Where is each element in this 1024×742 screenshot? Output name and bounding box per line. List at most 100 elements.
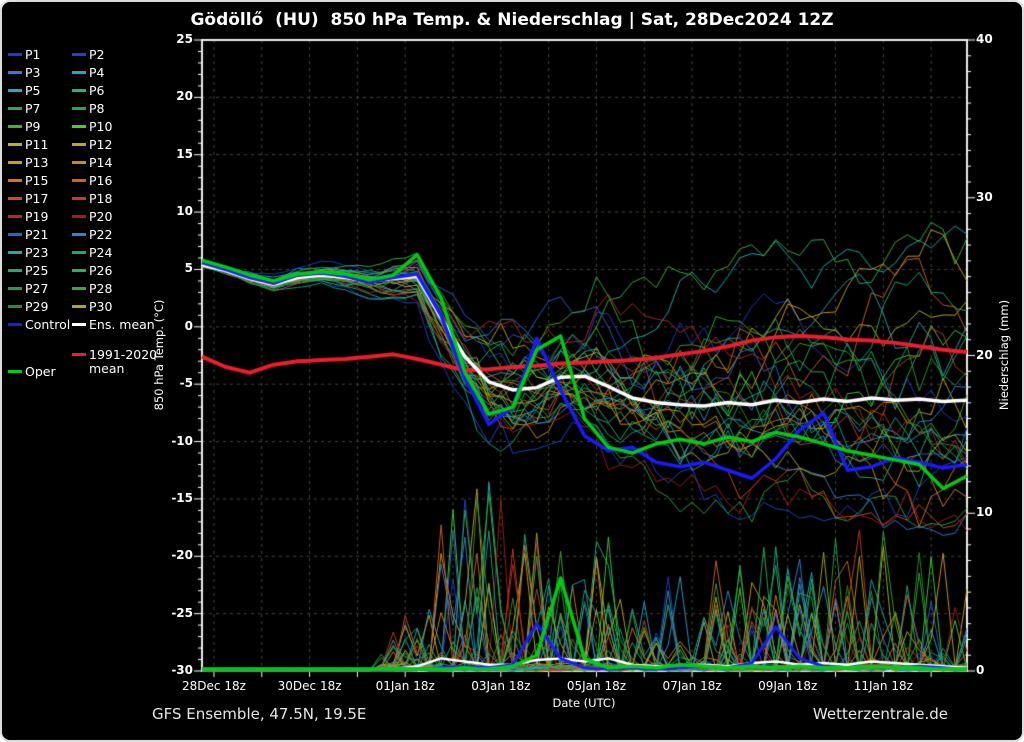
- legend-item-p15-label: P15: [25, 172, 49, 188]
- date-tick-label-246: 07Jan 18z: [662, 679, 722, 693]
- temp-tick-label-20: 20: [176, 89, 193, 104]
- legend-item-p7-label: P7: [25, 100, 41, 116]
- legend-item-p30: P30: [72, 298, 113, 314]
- legend-item-p11: P11: [8, 136, 49, 152]
- legend-item-p24: P24: [72, 244, 113, 260]
- legend-item-p8-swatch: [72, 106, 86, 110]
- legend-item-p25-swatch: [8, 268, 22, 272]
- temp-tick-label-0: 0: [184, 318, 193, 333]
- legend-item-p18: P18: [72, 191, 112, 206]
- legend-item-p23-label: P23: [25, 244, 49, 260]
- legend-item-p5-swatch: [8, 88, 22, 92]
- legend-item-p5-label: P5: [25, 82, 41, 98]
- temp-tick-label-25: 25: [176, 32, 193, 46]
- temp-tick-label-5: 5: [184, 261, 193, 276]
- legend-item-p19: P19: [8, 208, 49, 224]
- legend-item-p3: P3: [8, 64, 41, 80]
- legend-item-p3-label: P3: [25, 64, 41, 80]
- legend-item-p8: P8: [72, 100, 105, 116]
- legend-item-p14: P14: [72, 154, 113, 170]
- legend-item-p16-swatch: [72, 178, 86, 182]
- date-tick-label-102: 01Jan 18z: [375, 679, 435, 693]
- legend-item-p12-label: P12: [89, 136, 113, 152]
- legend-item-p10-swatch: [72, 124, 86, 128]
- legend-item-p16: P16: [72, 172, 113, 188]
- legend-item-p28-swatch: [72, 286, 86, 290]
- chart-title: Gödöllő (HU) 850 hPa Temp. & Niederschla…: [190, 10, 834, 30]
- legend-item-p13-swatch: [8, 160, 22, 164]
- legend-item-p8-label: P8: [89, 100, 105, 116]
- legend-item-p15-swatch: [8, 178, 22, 182]
- legend-item-p13: P13: [8, 155, 48, 170]
- legend-item-p19-label: P19: [25, 208, 49, 224]
- legend-item-p20-label: P20: [89, 208, 113, 224]
- legend: P1 P2 P3 P4 P5 P6 P7 P8 P9 P10 P11 P12 P13 P14 P15 P16 P…: [2, 2, 192, 740]
- legend-item-ens-mean-label: Ens. mean: [89, 316, 155, 332]
- temp-tick-label-15: 15: [176, 146, 193, 161]
- precip-tick-label-30: 30: [976, 189, 993, 204]
- legend-item-p29-swatch: [8, 304, 22, 308]
- legend-item-p6-swatch: [72, 88, 86, 92]
- legend-item-p29-label: P29: [25, 298, 49, 314]
- legend-item-p27-swatch: [8, 286, 22, 290]
- legend-item-oper: Oper: [8, 363, 56, 379]
- legend-item-p11-label: P11: [25, 136, 49, 152]
- legend-item-p24-label: P24: [89, 244, 113, 260]
- legend-item-p7-swatch: [8, 106, 22, 110]
- temp-tick-label--30: -30: [171, 663, 193, 677]
- legend-item-p26-label: P26: [89, 262, 113, 278]
- legend-item-ens-mean-swatch: [72, 322, 86, 326]
- legend-item-p11-swatch: [8, 142, 22, 146]
- legend-item-p6-label: P6: [89, 82, 105, 98]
- legend-item-p26-swatch: [72, 268, 86, 272]
- legend-item-p6: P6: [72, 82, 105, 98]
- precip-tick-label-40: 40: [976, 32, 993, 46]
- legend-item-climate-mean: 1991-2020 mean: [72, 348, 157, 376]
- legend-item-p22: P22: [72, 226, 113, 242]
- legend-item-p19-swatch: [8, 214, 22, 218]
- legend-item-p1-label: P1: [25, 46, 41, 62]
- temp-axis-title: 850 hPa Temp. (°C): [152, 299, 166, 411]
- temp-tick-label-10: 10: [176, 204, 193, 219]
- legend-item-p22-swatch: [72, 232, 86, 236]
- footer-site: Wetterzentrale.de: [812, 705, 948, 723]
- legend-item-p21: P21: [8, 227, 48, 242]
- legend-item-control: Control: [8, 317, 70, 332]
- legend-item-p20-swatch: [72, 214, 86, 218]
- legend-item-p25-label: P25: [25, 262, 49, 278]
- temp-tick-label--20: -20: [171, 548, 193, 563]
- legend-item-p9: P9: [8, 119, 41, 134]
- footer-model-info: GFS Ensemble, 47.5N, 19.5E: [152, 705, 367, 723]
- legend-item-p2: P2: [72, 47, 105, 62]
- precip-tick-label-0: 0: [976, 663, 985, 677]
- legend-item-p1-swatch: [8, 52, 22, 56]
- legend-item-p30-label: P30: [89, 298, 113, 314]
- legend-item-p17-label: P17: [25, 190, 49, 206]
- legend-item-oper-label: Oper: [25, 363, 56, 379]
- legend-item-p23-swatch: [8, 250, 22, 254]
- temp-tick-label--15: -15: [171, 490, 193, 505]
- temp-tick-label--5: -5: [179, 376, 193, 391]
- legend-item-p4-swatch: [72, 70, 86, 74]
- legend-item-p22-label: P22: [89, 226, 113, 242]
- legend-item-p20: P20: [72, 208, 113, 224]
- legend-item-p18-swatch: [72, 196, 86, 200]
- legend-item-p25: P25: [8, 262, 49, 278]
- legend-item-p7: P7: [8, 100, 41, 116]
- date-tick-label-54: 30Dec 18z: [277, 679, 342, 693]
- legend-item-p28: P28: [72, 280, 113, 296]
- legend-item-p27: P27: [8, 281, 48, 296]
- legend-item-p3-swatch: [8, 70, 22, 74]
- legend-item-p14-label: P14: [89, 154, 113, 170]
- legend-item-p2-swatch: [72, 52, 86, 56]
- legend-item-p12-swatch: [72, 142, 86, 146]
- date-tick-label-198: 05Jan 18z: [566, 679, 627, 693]
- legend-item-climate-mean-swatch: [72, 353, 86, 356]
- date-tick-label-150: 03Jan 18z: [471, 679, 531, 693]
- legend-item-p5: P5: [8, 82, 41, 98]
- legend-item-p12: P12: [72, 136, 113, 152]
- legend-item-p28-label: P28: [89, 280, 113, 296]
- legend-item-p16-label: P16: [89, 172, 113, 188]
- date-tick-label-6: 28Dec 18z: [182, 679, 246, 693]
